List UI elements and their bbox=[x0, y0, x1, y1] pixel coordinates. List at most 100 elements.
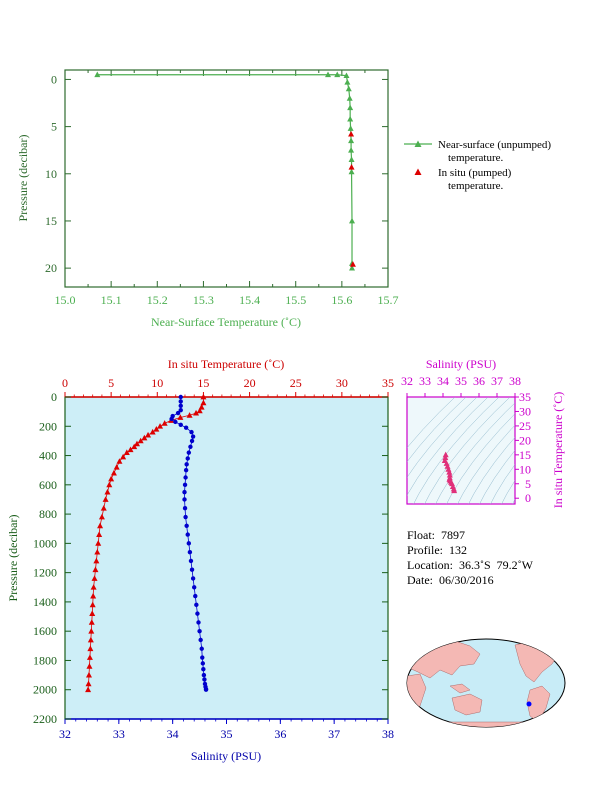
temperature-profile-point bbox=[98, 513, 105, 520]
temperature-profile-point bbox=[116, 458, 123, 464]
temperature-profile-point bbox=[200, 393, 207, 400]
temperature-tick-label: 15 bbox=[197, 376, 209, 390]
ts-temperature-tick-label: 10 bbox=[519, 462, 531, 476]
temperature-profile-point bbox=[90, 584, 97, 590]
profile-y-tick-label: 2200 bbox=[33, 712, 57, 726]
salinity-tick-label: 35 bbox=[221, 727, 233, 741]
ts-point bbox=[442, 454, 449, 461]
salinity-profile-point bbox=[183, 514, 188, 520]
ts-temperature-tick-label: 30 bbox=[519, 404, 531, 418]
temperature-profile-point bbox=[87, 636, 94, 643]
ts-salinity-tick-label: 38 bbox=[509, 374, 521, 388]
temperature-profile-point bbox=[86, 663, 93, 669]
top-y-tick-label: 20 bbox=[45, 261, 57, 275]
profile-y-tick-label: 1600 bbox=[33, 624, 57, 638]
profile-y-tick-label: 600 bbox=[39, 478, 57, 492]
temperature-tick-label: 10 bbox=[151, 376, 163, 390]
temperature-profile-point bbox=[108, 475, 115, 482]
in-situ-temperature-point bbox=[349, 261, 356, 267]
profile-y-tick-label: 200 bbox=[39, 419, 57, 433]
profile-number: Profile: 132 bbox=[407, 543, 467, 557]
salinity-profile-point bbox=[178, 394, 183, 400]
top-y-tick-label: 15 bbox=[45, 214, 57, 228]
salinity-profile-point bbox=[189, 429, 194, 435]
map-land-antarctica bbox=[409, 721, 561, 727]
temperature-profile-point bbox=[193, 409, 200, 416]
density-contour bbox=[413, 397, 500, 504]
salinity-profile-point bbox=[178, 422, 183, 428]
top-x-tick-label: 15.4 bbox=[239, 293, 260, 307]
legend-in-situ-line1: In situ (pumped) bbox=[438, 167, 512, 179]
density-contour bbox=[521, 377, 612, 509]
salinity-tick-label: 32 bbox=[59, 727, 71, 741]
near-surface-temperature-point bbox=[347, 125, 354, 131]
salinity-axis-label: Salinity (PSU) bbox=[191, 749, 261, 763]
map-land-indonesia bbox=[449, 683, 471, 694]
top-x-tick-label: 15.0 bbox=[55, 293, 76, 307]
salinity-profile-point bbox=[185, 456, 190, 461]
density-contour bbox=[501, 479, 515, 504]
near-surface-temperature-point bbox=[347, 115, 354, 122]
ts-temperature-tick-label: 5 bbox=[525, 477, 531, 491]
temperature-profile-point bbox=[110, 469, 117, 476]
ts-temperature-tick-label: 35 bbox=[519, 390, 531, 404]
profile-y-tick-label: 800 bbox=[39, 507, 57, 521]
salinity-tick-label: 38 bbox=[382, 727, 394, 741]
ts-salinity-tick-label: 32 bbox=[401, 374, 413, 388]
top-x-tick-label: 15.3 bbox=[193, 293, 214, 307]
near-surface-plot-area bbox=[64, 69, 389, 288]
legend: Near-surface (unpumped) temperature. In … bbox=[404, 139, 551, 192]
temperature-profile-point bbox=[97, 522, 104, 529]
legend-in-situ-line2: temperature. bbox=[448, 180, 504, 192]
salinity-profile-point bbox=[187, 549, 193, 555]
temperature-profile-point bbox=[196, 407, 203, 414]
salinity-profile-point bbox=[202, 677, 207, 682]
temperature-profile-point bbox=[161, 420, 168, 426]
near-surface-y-label: Pressure (decibar) bbox=[16, 135, 30, 222]
temperature-profile-point bbox=[127, 446, 134, 453]
profile-y-tick-label: 1200 bbox=[33, 566, 57, 580]
temperature-profile-point bbox=[96, 531, 103, 537]
temperature-profile-point bbox=[89, 610, 96, 617]
salinity-profile-point bbox=[196, 620, 201, 625]
density-contour bbox=[407, 397, 456, 449]
in-situ-temperature-point bbox=[348, 163, 355, 170]
ts-salinity-label: Salinity (PSU) bbox=[426, 357, 496, 371]
temperature-profile-point bbox=[104, 488, 111, 495]
ts-point bbox=[451, 487, 458, 494]
salinity-profile-point bbox=[193, 593, 198, 599]
temperature-profile-point bbox=[85, 671, 92, 678]
salinity-profile-point bbox=[178, 407, 183, 413]
temperature-profile-point bbox=[137, 437, 144, 444]
density-contour bbox=[407, 397, 467, 463]
near-surface-temperature-point bbox=[346, 95, 353, 101]
near-surface-temperature-point bbox=[349, 217, 356, 224]
top-x-tick-label: 15.7 bbox=[378, 293, 399, 307]
near-surface-x-label: Near-Surface Temperature (˚C) bbox=[151, 315, 301, 329]
temperature-profile-point bbox=[157, 423, 164, 429]
temperature-profile-point bbox=[153, 426, 160, 432]
near-surface-temperature-point bbox=[348, 146, 355, 153]
near-surface-chart: 15.0 15.1 15.2 15.3 15.4 15.5 15.6 15.7 0 5 10 15 2… bbox=[16, 69, 551, 329]
salinity-profile-point bbox=[184, 523, 189, 528]
salinity-profile-point bbox=[186, 450, 192, 455]
temperature-profile-point bbox=[100, 505, 107, 511]
top-x-tick-label: 15.1 bbox=[101, 293, 122, 307]
ts-plot-area bbox=[406, 396, 516, 505]
ts-salinity-tick-label: 33 bbox=[419, 374, 431, 388]
temperature-profile-point bbox=[177, 414, 184, 420]
density-contour bbox=[457, 424, 515, 504]
near-surface-temperature-point bbox=[94, 71, 101, 78]
salinity-tick-label: 36 bbox=[274, 727, 286, 741]
salinity-profile-point bbox=[184, 462, 189, 467]
salinity-tick-label: 33 bbox=[113, 727, 125, 741]
profile-y-tick-label: 0 bbox=[51, 390, 57, 404]
temperature-axis-label: In situ Temperature (˚C) bbox=[168, 357, 285, 371]
salinity-tick-label: 37 bbox=[328, 727, 340, 741]
salinity-profile-point bbox=[178, 403, 183, 408]
top-x-tick-label: 15.6 bbox=[331, 293, 352, 307]
temperature-tick-label: 5 bbox=[108, 376, 114, 390]
salinity-profile-point bbox=[169, 416, 174, 422]
salinity-profile-point bbox=[173, 419, 178, 425]
profile-y-tick-label: 2000 bbox=[33, 683, 57, 697]
